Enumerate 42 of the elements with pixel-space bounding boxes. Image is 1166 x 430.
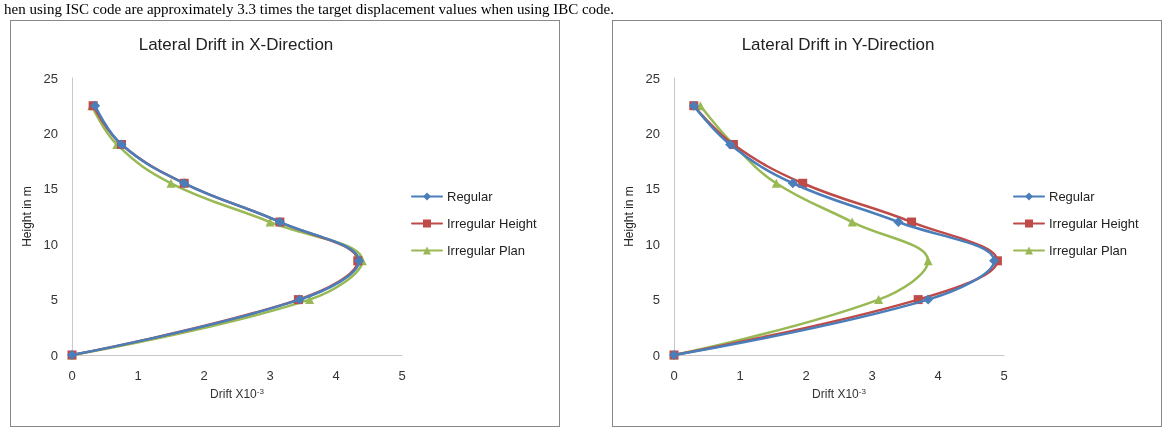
point [874, 295, 884, 305]
y-tick-label: 10 [645, 236, 660, 252]
x-tick-label: 0 [670, 368, 678, 383]
point [893, 217, 904, 228]
y-tick-label: 15 [645, 181, 660, 197]
legend-label: Regular [447, 189, 494, 204]
x-tick-label: 4 [934, 368, 942, 383]
legend-label: Irregular Height [447, 216, 537, 231]
point [847, 217, 857, 227]
point [771, 178, 781, 188]
x-tick-label: 5 [398, 368, 406, 383]
x-tick-label: 3 [868, 368, 876, 383]
point [166, 178, 176, 188]
legend-label: Regular [1049, 189, 1096, 204]
y-tick-label: 20 [43, 125, 58, 141]
y-axis-title: Height in m [621, 186, 636, 247]
legend-label: Irregular Height [1049, 216, 1139, 231]
y-tick-label: 25 [43, 70, 58, 86]
x-tick-label: 0 [68, 368, 76, 383]
point [923, 294, 934, 305]
y-tick-label: 25 [645, 70, 660, 86]
x-tick-label: 1 [736, 368, 744, 383]
y-tick-label: 0 [50, 347, 58, 363]
chart-title: Lateral Drift in Y-Direction [741, 35, 935, 54]
y-tick-label: 5 [50, 292, 58, 308]
x-tick-label: 2 [802, 368, 810, 383]
y-tick-label: 10 [43, 236, 58, 252]
x-tick-label: 2 [200, 368, 208, 383]
x-tick-label: 4 [332, 368, 340, 383]
x-tick-label: 3 [266, 368, 274, 383]
legend-label: Irregular Plan [447, 243, 526, 258]
y-tick-label: 0 [652, 347, 660, 363]
y-tick-label: 15 [43, 181, 58, 197]
y-tick-label: 5 [652, 292, 660, 308]
point [787, 178, 798, 189]
text: hen using ISC code are approximately 3.3 times the target displacement values when using IBC code. [4, 0, 614, 18]
y-axis-title: Height in m [19, 186, 34, 247]
legend-label: Irregular Plan [1049, 243, 1128, 258]
x-tick-label: 1 [134, 368, 142, 383]
chart-title: Lateral Drift in X-Direction [138, 35, 334, 54]
y-tick-label: 20 [645, 125, 660, 141]
x-tick-label: 5 [1000, 368, 1008, 383]
